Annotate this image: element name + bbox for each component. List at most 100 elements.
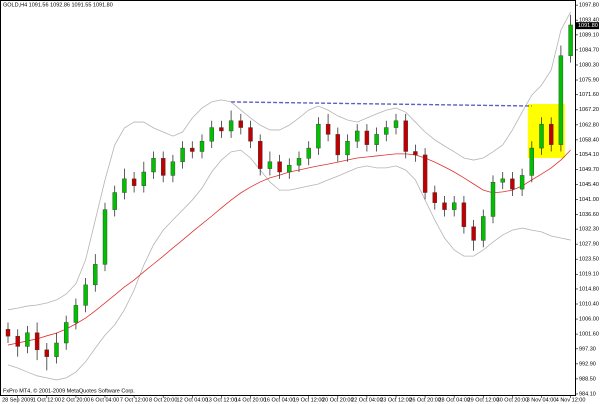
x-tick-label: 26 Oct 20:00 [409,397,441,403]
y-tick-label: 988.50 [579,376,596,382]
candle-body [549,123,554,145]
y-tick-label: 997.30 [579,346,596,352]
y-tick-label: 1093.40 [579,18,599,24]
x-tick-label: 29 Oct 12:00 [468,397,500,403]
y-tick-label: 1084.70 [579,47,599,53]
x-tick-label: 7 Oct 12:00 [120,397,148,403]
candle-body [452,202,457,210]
candle-body [15,335,20,347]
chart-title: GOLD,H4 1091.56 1092.86 1091.55 1091.80 [3,2,113,8]
candle-body [238,120,244,128]
y-tick-label: 1045.40 [579,182,599,188]
candle-body [442,202,447,210]
candle-body [248,127,253,142]
candle-body [510,178,515,190]
candle-body [413,151,418,156]
x-tick-label: 2 Oct 20:00 [62,397,90,403]
candle-body [325,123,331,135]
x-tick-label: 6 Oct 04:00 [91,397,119,403]
y-tick-label: 1019.10 [579,272,599,278]
x-tick-label: 23 Oct 12:00 [380,397,412,403]
y-tick-label: 1027.90 [579,242,599,248]
candle-body [374,134,379,145]
candle-body [306,147,311,159]
candle-body [490,182,496,217]
candle-body [209,127,214,142]
x-tick-label: 8 Oct 20:00 [149,397,177,403]
y-tick-label: 1036.60 [579,212,599,218]
candle-body [151,158,156,173]
y-tick-label: 1062.80 [579,122,599,128]
x-tick-label: 19 Oct 12:00 [293,397,325,403]
y-tick-label: 1014.80 [579,286,599,292]
candle-body [471,226,476,241]
candle-body [345,141,350,156]
y-tick-label: 1071.60 [579,92,599,98]
copyright: FxPro MT4, © 2001-2009 MetaQuotes Softwa… [3,387,135,394]
x-tick-label: 4 Nov 12:00 [556,397,586,403]
y-tick-label: 1023.50 [579,257,599,263]
y-tick-label: 1080.30 [579,62,599,68]
x-tick-label: 30 Oct 20:00 [497,397,529,403]
price-marker [576,22,599,30]
plot-frame [0,0,576,396]
y-tick-label: 1032.30 [579,227,599,233]
candle-body [190,147,195,152]
candle-body [34,332,40,351]
candle-body [432,192,437,203]
candle-body [568,24,573,56]
candle-body [403,120,408,152]
candle-body [180,147,185,162]
candle-body [267,161,273,169]
candle-body [219,127,224,132]
candle-body [93,264,98,286]
candle-body [519,175,525,190]
candle-body [258,141,263,169]
y-tick-label: 992.90 [579,361,596,367]
y-tick-label: 1089.10 [579,32,599,38]
candle-body [122,178,127,193]
candle-body [141,171,147,186]
candle-body [44,349,49,357]
candle-body [422,154,428,193]
candle-body [529,147,534,176]
candle-body [500,178,505,183]
x-tick-label: 1 Oct 12:00 [33,397,61,403]
y-tick-label: 1001.60 [579,332,599,338]
candle-body [355,130,360,142]
candle-body [558,55,564,145]
candle-body [5,329,11,337]
x-tick-label: 20 Oct 20:00 [322,397,354,403]
candle-body [170,161,176,176]
x-tick-label: 28 Oct 04:00 [438,397,470,403]
y-tick-label: 984.10 [579,391,596,397]
candle-body [539,123,544,149]
x-tick-label: 3 Nov 04:00 [527,397,557,403]
candle-body [54,342,59,357]
x-tick-label: 22 Oct 04:00 [351,397,383,403]
indicator-line [7,11,571,311]
resistance-line [231,101,532,107]
x-tick-label: 12 Oct 04:00 [177,397,209,403]
candle-body [102,209,108,265]
candle-body [131,178,137,186]
candle-body [83,284,88,306]
candle-body [160,158,166,176]
candle-body [228,120,234,132]
x-tick-label: 16 Oct 04:00 [264,397,296,403]
y-tick-label: 1041.00 [579,197,599,203]
y-tick-label: 1054.10 [579,152,599,158]
y-tick-label: 1010.40 [579,301,599,307]
candle-body [481,216,486,241]
candle-body [63,322,69,344]
y-tick-label: 1049.70 [579,167,599,173]
y-tick-label: 1058.40 [579,137,599,143]
candle-body [296,158,302,166]
x-tick-label: 28 Sep 2009 [2,397,33,403]
candle-body [199,141,205,152]
x-tick-label: 14 Oct 20:00 [235,397,267,403]
x-tick-label: 13 Oct 12:00 [206,397,238,403]
candle-body [316,123,321,149]
